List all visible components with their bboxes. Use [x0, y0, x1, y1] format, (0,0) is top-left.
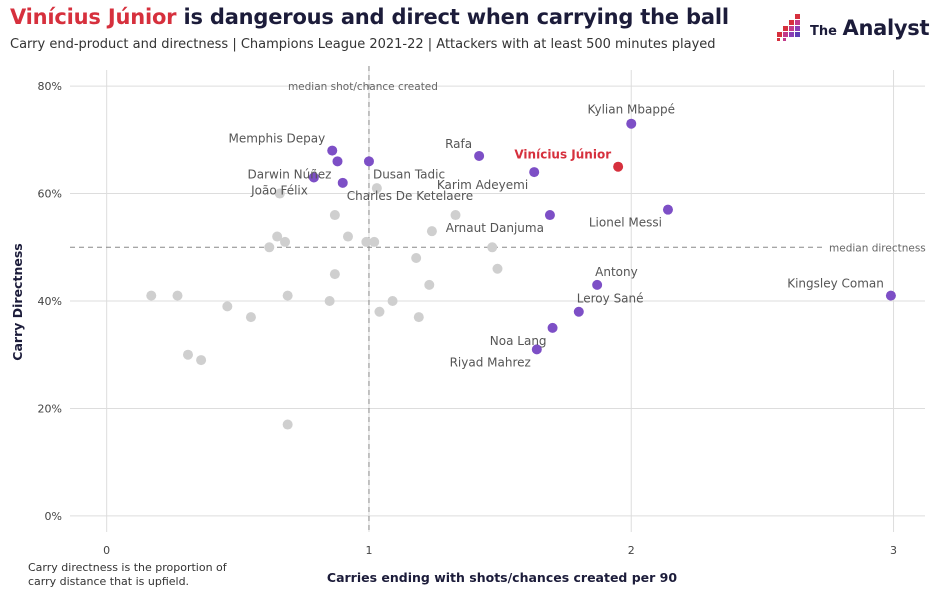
point-label: Memphis Depay [228, 132, 325, 146]
y-axis-title: Carry Directness [10, 243, 25, 360]
point-label: Antony [595, 265, 638, 279]
scatter-point-other [450, 210, 461, 221]
scatter-point-other [329, 210, 340, 221]
scatter-point-other [342, 231, 353, 242]
scatter-point-named [308, 172, 319, 183]
scatter-point-other [424, 279, 435, 290]
point-label: Dusan Tadic [373, 167, 445, 181]
point-label: Darwin Núñez [248, 167, 332, 181]
y-tick-label: 60% [38, 188, 62, 201]
scatter-point-named [337, 177, 348, 188]
scatter-point-named [474, 150, 485, 161]
scatter-point-other [182, 349, 193, 360]
x-axis-title: Carries ending with shots/chances create… [327, 570, 677, 585]
footnote: Carry directness is the proportion of ca… [28, 561, 227, 588]
scatter-point-other [371, 183, 382, 194]
scatter-point-other [487, 242, 498, 253]
y-tick-label: 0% [45, 510, 62, 523]
analyst-logo-icon [777, 14, 800, 41]
scatter-point-other [282, 290, 293, 301]
point-label: Kingsley Coman [787, 277, 884, 291]
chart-title: Vinícius Júnior is dangerous and direct … [10, 5, 729, 29]
brand-the: The [810, 24, 837, 39]
scatter-point-other [146, 290, 157, 301]
scatter-point-named [885, 290, 896, 301]
scatter-point-other [222, 301, 233, 312]
scatter-point-named [531, 344, 542, 355]
scatter-point-other [329, 269, 340, 280]
scatter-point-other [282, 419, 293, 430]
point-label: João Félix [250, 183, 308, 197]
point-label: Karim Adeyemi [437, 178, 528, 192]
point-label: Rafa [445, 137, 472, 151]
scatter-point-other [172, 290, 183, 301]
x-tick-label: 0 [103, 544, 110, 557]
x-tick-label: 3 [890, 544, 897, 557]
scatter-point-other [196, 355, 207, 366]
scatter-point-other [245, 312, 256, 323]
scatter-point-named [544, 210, 555, 221]
title-highlight: Vinícius Júnior [10, 5, 177, 29]
x-tick-label: 1 [365, 544, 372, 557]
point-label: Kylian Mbappé [588, 103, 675, 117]
scatter-point-other [387, 296, 398, 306]
scatter-point-other [426, 226, 437, 237]
point-label: Leroy Sané [577, 292, 644, 306]
scatter-point-other [369, 236, 380, 247]
scatter-point-named [573, 306, 584, 317]
point-label: Arnaut Danjuma [446, 221, 544, 235]
scatter-point-named [332, 156, 343, 167]
brand-name: Analyst [842, 16, 930, 40]
median-y-label: median directness [829, 242, 926, 254]
scatter-point-named [363, 156, 374, 167]
scatter-point-other [411, 253, 422, 264]
scatter-point-named [327, 145, 338, 156]
y-tick-label: 20% [38, 402, 62, 415]
title-rest: is dangerous and direct when carrying th… [176, 5, 729, 29]
x-tick-label: 2 [628, 544, 635, 557]
scatter-point-named [626, 118, 637, 129]
scatter-point-named [662, 204, 673, 215]
scatter-point-named [592, 279, 603, 290]
scatter-point-other [361, 236, 372, 247]
point-label: Noa Lang [490, 334, 547, 348]
point-label: Lionel Messi [589, 216, 662, 230]
scatter-point-other [324, 296, 335, 306]
the-analyst-logo: The Analyst [775, 14, 930, 42]
scatter-point-other [374, 306, 385, 317]
y-tick-label: 80% [38, 80, 62, 93]
scatter-point-other [413, 312, 424, 323]
scatter-point-focus [613, 161, 624, 172]
scatter-point-named [529, 167, 540, 178]
chart-subtitle: Carry end-product and directness | Champ… [10, 37, 716, 52]
point-label: Riyad Mahrez [450, 355, 531, 369]
point-label: Vinícius Júnior [514, 148, 611, 162]
scatter-point-other [280, 236, 291, 247]
scatter-point-other [264, 242, 275, 253]
median-x-label: median shot/chance created [288, 81, 438, 93]
scatter-point-other [492, 263, 503, 274]
y-tick-label: 40% [38, 295, 62, 308]
point-label: Charles De Ketelaere [347, 189, 473, 203]
scatter-point-other [272, 231, 283, 242]
scatter-point-other [274, 188, 285, 199]
scatter-point-named [547, 322, 558, 333]
